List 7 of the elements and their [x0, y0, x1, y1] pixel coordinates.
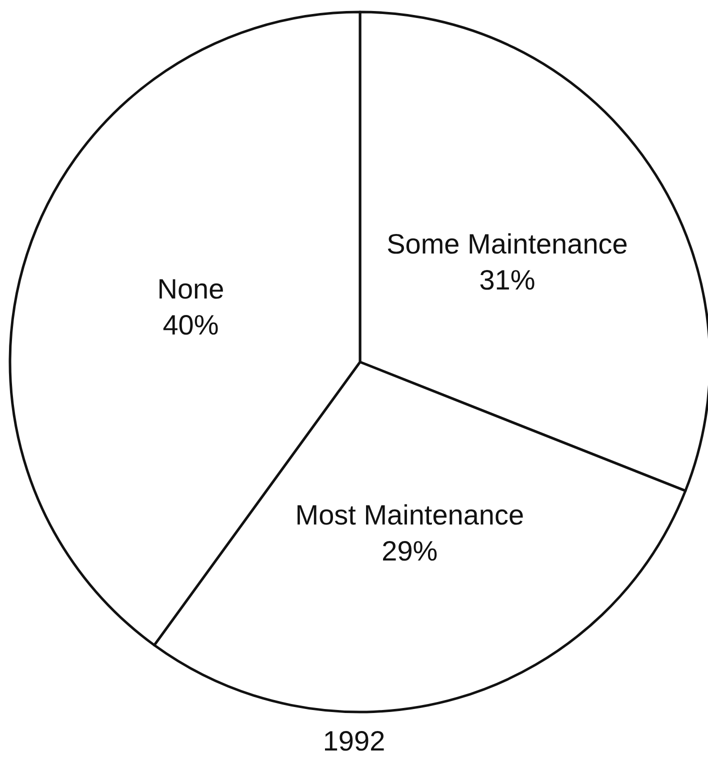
- text: 1992: [322, 726, 386, 756]
- slice-label: None: [157, 273, 224, 304]
- slice-label: Some Maintenance: [386, 228, 628, 260]
- data-label: 31%: [479, 264, 536, 296]
- slice-label: Most Maintenance: [295, 499, 524, 530]
- data-label: 40%: [162, 309, 219, 340]
- data-label: 29%: [382, 535, 438, 566]
